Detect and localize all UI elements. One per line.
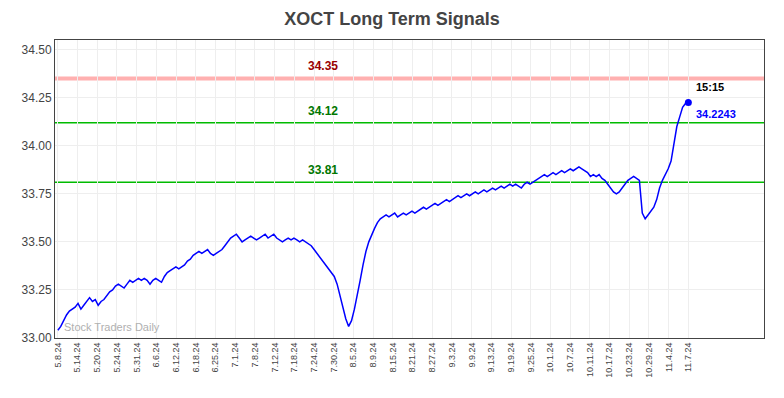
- svg-text:6.18.24: 6.18.24: [191, 343, 201, 373]
- svg-text:11.7.24: 11.7.24: [683, 343, 693, 372]
- svg-text:34.50: 34.50: [22, 43, 52, 57]
- svg-text:34.00: 34.00: [22, 139, 52, 153]
- svg-text:15:15: 15:15: [696, 81, 724, 93]
- svg-text:9.13.24: 9.13.24: [486, 343, 496, 373]
- svg-text:5.20.24: 5.20.24: [92, 343, 102, 373]
- svg-text:33.75: 33.75: [22, 187, 52, 201]
- svg-text:11.4.24: 11.4.24: [664, 343, 674, 372]
- svg-text:7.30.24: 7.30.24: [329, 343, 339, 373]
- svg-text:34.35: 34.35: [308, 59, 338, 73]
- svg-text:8.15.24: 8.15.24: [388, 343, 398, 373]
- svg-text:6.25.24: 6.25.24: [210, 343, 220, 373]
- svg-text:6.6.24: 6.6.24: [151, 343, 161, 368]
- svg-text:7.8.24: 7.8.24: [250, 343, 260, 368]
- svg-text:33.50: 33.50: [22, 235, 52, 249]
- svg-text:33.00: 33.00: [22, 331, 52, 345]
- svg-text:9.25.24: 9.25.24: [526, 343, 536, 373]
- svg-text:10.29.24: 10.29.24: [644, 343, 654, 378]
- svg-text:10.17.24: 10.17.24: [604, 343, 614, 378]
- svg-text:10.23.24: 10.23.24: [624, 343, 634, 378]
- svg-text:8.5.24: 8.5.24: [348, 343, 358, 368]
- svg-text:5.31.24: 5.31.24: [132, 343, 142, 373]
- svg-text:Stock Traders Daily: Stock Traders Daily: [64, 321, 160, 333]
- svg-text:34.12: 34.12: [308, 104, 338, 118]
- svg-text:10.7.24: 10.7.24: [565, 343, 575, 373]
- svg-text:7.24.24: 7.24.24: [309, 343, 319, 373]
- svg-text:XOCT Long Term Signals: XOCT Long Term Signals: [284, 9, 500, 29]
- svg-text:34.2243: 34.2243: [696, 108, 736, 120]
- svg-text:34.25: 34.25: [22, 91, 52, 105]
- svg-text:10.1.24: 10.1.24: [545, 343, 555, 373]
- svg-text:5.8.24: 5.8.24: [53, 343, 63, 368]
- svg-text:5.24.24: 5.24.24: [112, 343, 122, 373]
- svg-text:8.21.24: 8.21.24: [407, 343, 417, 373]
- svg-text:33.25: 33.25: [22, 283, 52, 297]
- svg-text:9.19.24: 9.19.24: [506, 343, 516, 373]
- svg-text:6.12.24: 6.12.24: [171, 343, 181, 373]
- svg-text:9.9.24: 9.9.24: [467, 343, 477, 368]
- svg-text:8.27.24: 8.27.24: [427, 343, 437, 373]
- svg-text:7.1.24: 7.1.24: [230, 343, 240, 368]
- svg-text:10.11.24: 10.11.24: [585, 343, 595, 377]
- svg-text:7.12.24: 7.12.24: [270, 343, 280, 373]
- svg-text:5.14.24: 5.14.24: [73, 343, 83, 373]
- svg-text:9.3.24: 9.3.24: [447, 343, 457, 368]
- svg-text:7.18.24: 7.18.24: [289, 343, 299, 373]
- svg-text:33.81: 33.81: [308, 163, 338, 177]
- svg-text:8.9.24: 8.9.24: [368, 343, 378, 368]
